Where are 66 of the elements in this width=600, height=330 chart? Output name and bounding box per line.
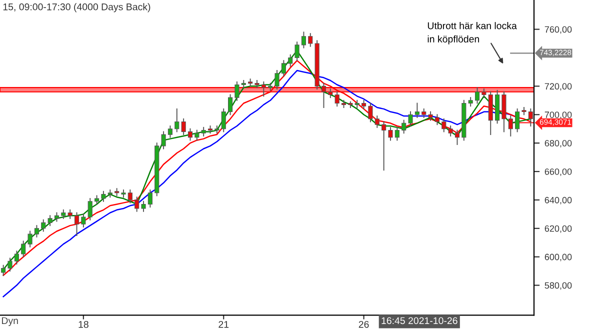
chart-title: 15, 09:00-17:30 (4000 Days Back): [3, 3, 150, 12]
candlestick: [161, 131, 166, 150]
candlestick: [368, 102, 373, 122]
y-tick-label: 760,00: [544, 26, 572, 34]
candlestick: [88, 198, 92, 220]
candlestick: [168, 126, 172, 138]
candlestick: [454, 130, 460, 145]
x-tick-label: 21: [218, 320, 229, 328]
candlestick: [402, 120, 406, 134]
candlestick: [274, 70, 280, 90]
candlestick: [74, 212, 80, 236]
x-tick-label: 18: [78, 320, 88, 328]
text: 16:45 2021-10-26: [382, 317, 458, 324]
candlestick: [21, 240, 26, 258]
annotation: Utbrott här kan locka in köpflöden: [428, 22, 517, 44]
candlestick: [141, 200, 146, 212]
candlestick: [1, 264, 6, 276]
candlestick: [134, 196, 140, 212]
candlestick: [434, 114, 440, 126]
candlestick: [382, 121, 386, 171]
candlestick: [48, 215, 52, 226]
y-tick-label: 660,00: [544, 168, 572, 176]
candlestick: [474, 87, 480, 104]
candlestick: [374, 116, 380, 128]
candlestick: [448, 126, 453, 136]
candlestick: [394, 126, 400, 141]
candlestick: [34, 225, 39, 238]
candlestick: [261, 81, 266, 97]
candlestick: [28, 230, 32, 248]
candlestick: [181, 118, 186, 136]
candlestick: [294, 42, 300, 62]
candlestick: [148, 190, 152, 208]
candlestick: [41, 219, 46, 232]
candlestick: [442, 118, 446, 132]
candlestick: [221, 108, 226, 132]
candlestick: [308, 33, 313, 47]
candlestick: [128, 190, 132, 204]
y-tick-label: 700,00: [544, 112, 572, 120]
text: Dyn: [2, 317, 18, 326]
y-tick-label: 580,00: [544, 282, 572, 290]
candlestick: [8, 258, 12, 272]
candlestick: [301, 32, 306, 48]
candlestick: [388, 126, 393, 141]
candlestick: [528, 108, 533, 126]
candlestick: [288, 54, 293, 67]
candlestick: [321, 82, 326, 108]
y-tick-label: 720,00: [544, 83, 572, 91]
y-tick-label: 640,00: [544, 196, 572, 204]
candlestick: [81, 214, 86, 228]
candlestick: [408, 111, 413, 126]
candlestick: [515, 108, 520, 132]
candlestick: [414, 102, 420, 118]
y-tick-label: 600,00: [544, 254, 572, 262]
candlestick: [174, 108, 180, 132]
candlestick: [234, 81, 240, 101]
x-tick-label: 26: [358, 320, 369, 328]
candlestick: [281, 60, 286, 77]
candlestick: [194, 130, 200, 141]
candlestick: [334, 91, 340, 107]
candlestick: [508, 116, 513, 136]
y-tick-label: 680,00: [544, 140, 572, 148]
candlestick: [101, 190, 106, 202]
candlestick: [188, 128, 193, 141]
candlestick: [14, 250, 19, 264]
candlestick: [228, 94, 233, 116]
y-tick-label: 620,00: [544, 225, 572, 233]
